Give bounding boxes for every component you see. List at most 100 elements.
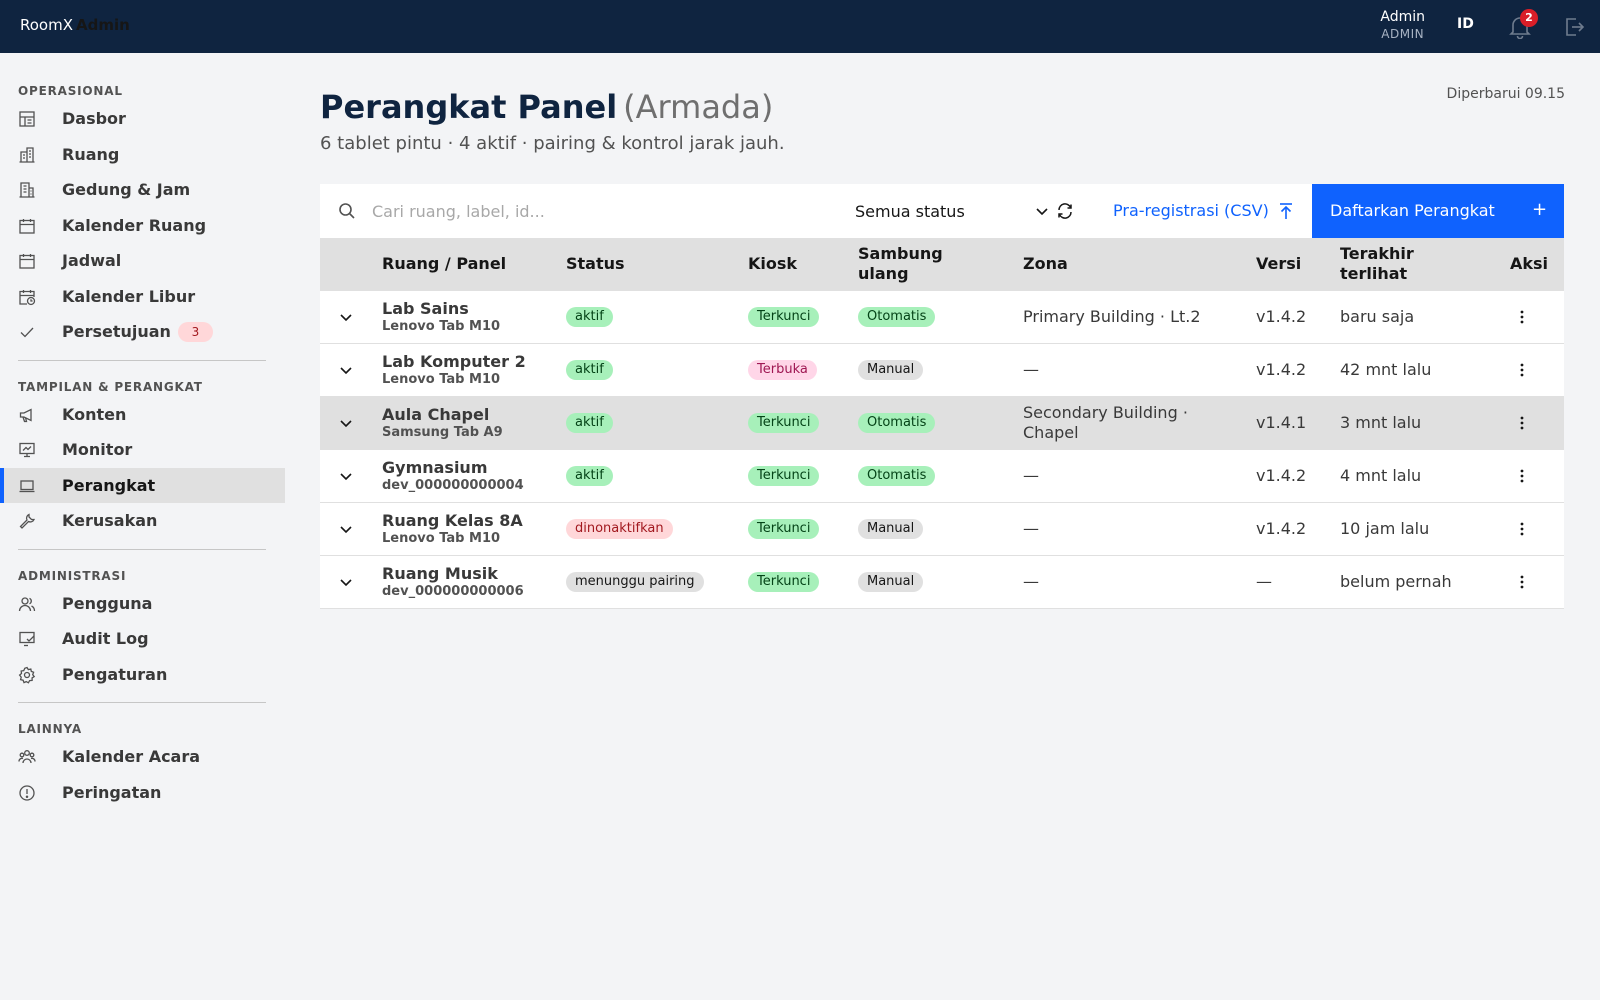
search-input[interactable] [372,194,812,228]
logout-icon[interactable] [1563,16,1585,38]
kebab-menu-icon[interactable] [1514,308,1530,326]
sidebar-item-persetujuan[interactable]: Persetujuan 3 [0,314,285,349]
zone-text: — [1023,519,1039,538]
sidebar-item-label: Jadwal [62,251,122,270]
sidebar-section-title: LAINNYA [18,722,82,736]
version-text: v1.4.2 [1256,519,1307,538]
column-zone[interactable]: Zona [1023,254,1068,273]
column-status[interactable]: Status [566,254,625,273]
zone-text: — [1023,360,1039,379]
chevron-down-icon[interactable] [338,309,354,325]
sidebar-item-gedung-jam[interactable]: Gedung & Jam [0,172,285,207]
sidebar-item-label: Persetujuan [62,322,171,341]
sidebar-item-monitor[interactable]: Monitor [0,432,285,467]
refresh-icon[interactable] [1056,202,1074,220]
column-version[interactable]: Versi [1256,254,1302,273]
table-body: Lab Sains Lenovo Tab M10 aktif Terkunci Otom… [320,291,1564,609]
table-header: Ruang / Panel Status Kiosk Sambung ulang Zon… [320,238,1564,291]
calendar-icon [19,254,35,269]
kebab-menu-icon[interactable] [1514,414,1530,432]
sidebar-item-konten[interactable]: Konten [0,397,285,432]
sidebar-item-kalender-ruang[interactable]: Kalender Ruang [0,208,285,243]
version-text: v1.4.2 [1256,307,1307,326]
column-kiosk[interactable]: Kiosk [748,254,798,273]
kebab-menu-icon[interactable] [1514,520,1530,538]
table-row[interactable]: Lab Komputer 2 Lenovo Tab M10 aktif Terbuka… [320,344,1564,397]
sidebar-item-peringatan[interactable]: Peringatan [0,775,285,810]
version-text: v1.4.2 [1256,360,1307,379]
chevron-down-icon[interactable] [338,521,354,537]
status-badge: aktif [566,466,613,486]
sidebar-item-kalender-acara[interactable]: Kalender Acara [0,739,285,774]
sidebar-item-pengaturan[interactable]: Pengaturan [0,657,285,692]
last-seen-text: baru saja [1340,307,1415,326]
audit-icon [19,631,35,647]
plus-icon: + [1532,199,1548,220]
sidebar-item-label: Peringatan [62,782,162,802]
column-room-panel[interactable]: Ruang / Panel [382,254,507,273]
kiosk-badge: Terkunci [748,572,820,592]
sidebar-item-ruang[interactable]: Ruang [0,137,285,172]
kebab-menu-icon[interactable] [1514,573,1530,591]
register-device-label: Daftarkan Perangkat [1330,201,1495,220]
chevron-down-icon[interactable] [338,468,354,484]
sidebar-item-dasbor[interactable]: Dasbor [0,101,285,136]
kebab-menu-icon[interactable] [1514,361,1530,379]
brand-logo[interactable]: RoomX Admin [20,16,130,34]
sidebar-item-kerusakan[interactable]: Kerusakan [0,503,285,538]
sidebar-item-label: Kerusakan [62,511,158,530]
table-row[interactable]: Ruang Kelas 8A Lenovo Tab M10 dinonaktifka… [320,503,1564,556]
sidebar-item-label: Pengguna [62,593,153,613]
kiosk-badge: Terkunci [748,307,820,327]
chevron-down-icon[interactable] [338,415,354,431]
column-reconnect[interactable]: Sambung ulang [858,244,943,283]
user-menu[interactable]: Admin ADMIN [1380,9,1425,42]
sidebar-item-label: Perangkat [62,475,156,495]
sidebar-item-kalender-libur[interactable]: Kalender Libur [0,279,285,314]
status-badge: dinonaktifkan [566,519,673,539]
zone-text: Primary Building · Lt.2 [1023,307,1201,326]
users-icon [18,596,36,611]
devices-table: Ruang / Panel Status Kiosk Sambung ulang Zon… [320,238,1564,609]
pending-count-badge: 3 [178,322,213,342]
sidebar-item-audit-log[interactable]: Audit Log [0,621,285,656]
warning-icon [19,784,35,801]
chevron-down-icon[interactable] [338,574,354,590]
room-name: Aula Chapel [382,405,490,424]
chevron-down-icon[interactable] [338,362,354,378]
calendar-clock-icon [19,289,36,305]
sidebar-item-label: Kalender Libur [62,286,196,306]
kiosk-badge: Terkunci [748,519,820,539]
table-row[interactable]: Lab Sains Lenovo Tab M10 aktif Terkunci Otom… [320,291,1564,344]
language-switch[interactable]: ID [1457,16,1474,32]
table-row[interactable]: Ruang Musik dev_000000000006 menunggu pair… [320,556,1564,609]
csv-preregister-link[interactable]: Pra-registrasi (CSV) [1113,201,1269,220]
upload-icon[interactable] [1278,202,1294,220]
page-title-text: Perangkat Panel [320,88,618,126]
sidebar-item-perangkat[interactable]: Perangkat [0,467,285,503]
room-name: Ruang Kelas 8A [382,511,523,530]
register-device-button[interactable]: Daftarkan Perangkat + [1312,184,1564,238]
reconnect-badge: Otomatis [858,466,936,486]
search-icon [339,203,355,219]
last-seen-text: 4 mnt lalu [1340,466,1422,485]
sidebar-item-jadwal[interactable]: Jadwal [0,243,285,278]
kebab-menu-icon[interactable] [1514,467,1530,485]
table-row[interactable]: Aula Chapel Samsung Tab A9 aktif Terkunci Ot… [320,397,1564,450]
reconnect-badge: Otomatis [858,307,936,327]
table-row[interactable]: Gymnasium dev_000000000004 aktif Terkunci Ot… [320,450,1564,503]
sidebar-item-label: Dasbor [62,109,126,128]
zone-text: Secondary Building · Chapel [1023,403,1188,442]
sidebar-divider [18,702,266,703]
column-last-seen[interactable]: Terakhir terlihat [1340,244,1414,283]
top-bar: RoomX Admin Admin ADMIN ID 2 [0,0,1600,53]
status-badge: menunggu pairing [566,572,704,592]
status-filter-select[interactable]: Semua status [855,184,1048,238]
room-name: Lab Komputer 2 [382,352,526,371]
sidebar-item-pengguna[interactable]: Pengguna [0,586,285,621]
column-actions[interactable]: Aksi [1510,254,1549,273]
device-model: dev_000000000004 [382,478,524,493]
sidebar: OPERASIONAL Dasbor Ruang Gedung & Jam Kalend… [0,53,285,1000]
calendar-icon [19,218,35,234]
dashboard-icon [19,111,35,127]
